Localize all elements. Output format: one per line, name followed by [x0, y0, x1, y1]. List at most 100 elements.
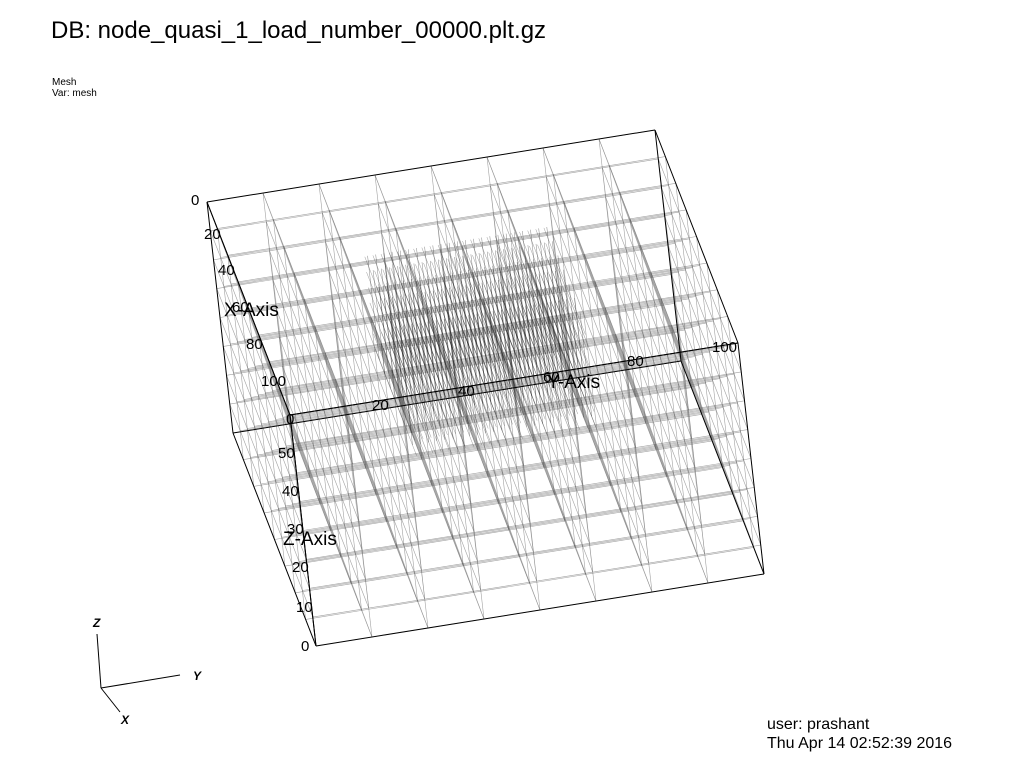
mesh-edge [230, 271, 679, 345]
mesh-edge [554, 320, 597, 427]
mesh-edge [503, 352, 576, 548]
mesh-edge [248, 308, 321, 504]
mesh-edge [640, 245, 713, 441]
mesh-edge [408, 339, 421, 444]
mesh-edge [349, 263, 443, 513]
mesh-edge [549, 301, 562, 406]
mesh-edge [436, 307, 479, 415]
mesh-edge [258, 335, 352, 584]
mesh-edge [381, 268, 394, 373]
mesh-edge [389, 331, 432, 438]
mesh-edge [555, 270, 568, 375]
mesh-edge [374, 349, 417, 456]
mesh-edge [325, 352, 398, 549]
mesh-edge [424, 337, 438, 442]
mesh-edge [397, 329, 440, 437]
mesh-edge [537, 322, 580, 430]
mesh-edge [335, 328, 360, 522]
mesh-edge [480, 332, 523, 439]
mesh-edge [476, 268, 489, 373]
mesh-edge [395, 314, 438, 421]
mesh-edge [493, 325, 566, 522]
mesh-edge [519, 291, 533, 396]
mesh-edge [473, 284, 486, 389]
mesh-edge [379, 316, 422, 424]
mesh-edge [544, 306, 587, 413]
mesh-edge [372, 270, 386, 375]
z-axis-title: Z-Axis [283, 529, 337, 550]
mesh-edge [456, 336, 499, 443]
mesh-edge [269, 361, 342, 558]
mesh-edge [511, 247, 524, 352]
mesh-edge [444, 306, 487, 414]
mesh-edge [416, 281, 510, 531]
mesh-edge [451, 219, 545, 468]
mesh-edge [335, 379, 429, 629]
mesh-edge [367, 255, 380, 360]
mesh-edge [258, 335, 331, 531]
mesh-edge [464, 334, 507, 442]
y-axis-tick: 20 [372, 397, 389, 414]
mesh-edge [430, 306, 443, 411]
mesh-edge [391, 319, 416, 513]
mesh-edge [391, 251, 404, 356]
mesh-edge [428, 309, 471, 416]
mesh-edge [654, 129, 739, 344]
mesh-edge [487, 315, 530, 422]
mesh-edge [497, 280, 511, 385]
mesh-edge [257, 382, 706, 456]
mesh-edge [484, 312, 497, 417]
mesh-edge [405, 309, 418, 415]
mesh-edge [413, 327, 456, 434]
mesh-edge [400, 295, 413, 400]
mesh-edge [486, 156, 571, 371]
mesh-edge [389, 312, 402, 417]
mesh-edge [416, 338, 430, 443]
mesh-edge [395, 228, 468, 424]
mesh-edge [462, 255, 475, 360]
mesh-edge [405, 264, 418, 369]
mesh-edge [430, 165, 524, 415]
mesh-edge [339, 237, 433, 486]
mesh-edge [519, 310, 562, 417]
mesh-edge [513, 326, 556, 434]
mesh-edge [438, 323, 481, 430]
mesh-edge [538, 273, 551, 378]
mesh-edge [489, 281, 503, 386]
mesh-edge [522, 230, 535, 335]
mesh-edge [555, 316, 568, 421]
mesh-edge [484, 267, 497, 372]
orientation-triad: Z Y X [92, 616, 202, 727]
mesh-edge [459, 288, 502, 396]
mesh-edge [605, 196, 630, 390]
mesh-edge [345, 405, 418, 602]
mesh-edge [289, 414, 362, 611]
mesh-edge [408, 294, 421, 399]
mesh-edge [251, 325, 700, 398]
mesh-edge [658, 158, 742, 373]
mesh-edge [522, 276, 535, 381]
mesh-edge [552, 234, 637, 448]
mesh-edge [331, 299, 357, 493]
z-axis-tick: 40 [282, 483, 299, 500]
mesh-edge [217, 228, 311, 478]
mesh-edge [584, 254, 657, 450]
mesh-edge [640, 245, 734, 495]
mesh-edge [563, 269, 576, 374]
mesh-edge [568, 378, 653, 593]
mesh-edge [527, 245, 540, 350]
mesh-edge [371, 318, 414, 425]
mesh-edge [497, 183, 591, 433]
mesh-edge [609, 165, 682, 362]
mesh-edge [650, 272, 744, 521]
mesh-edge [378, 284, 391, 389]
mesh-edge [437, 334, 530, 584]
mesh-edge [432, 290, 446, 395]
mesh-edge [553, 174, 647, 424]
mesh-edge [539, 318, 552, 423]
mesh-edge [506, 323, 519, 429]
mesh-edge [661, 298, 734, 495]
mesh-edge [456, 241, 470, 346]
mesh-edge [500, 281, 543, 389]
